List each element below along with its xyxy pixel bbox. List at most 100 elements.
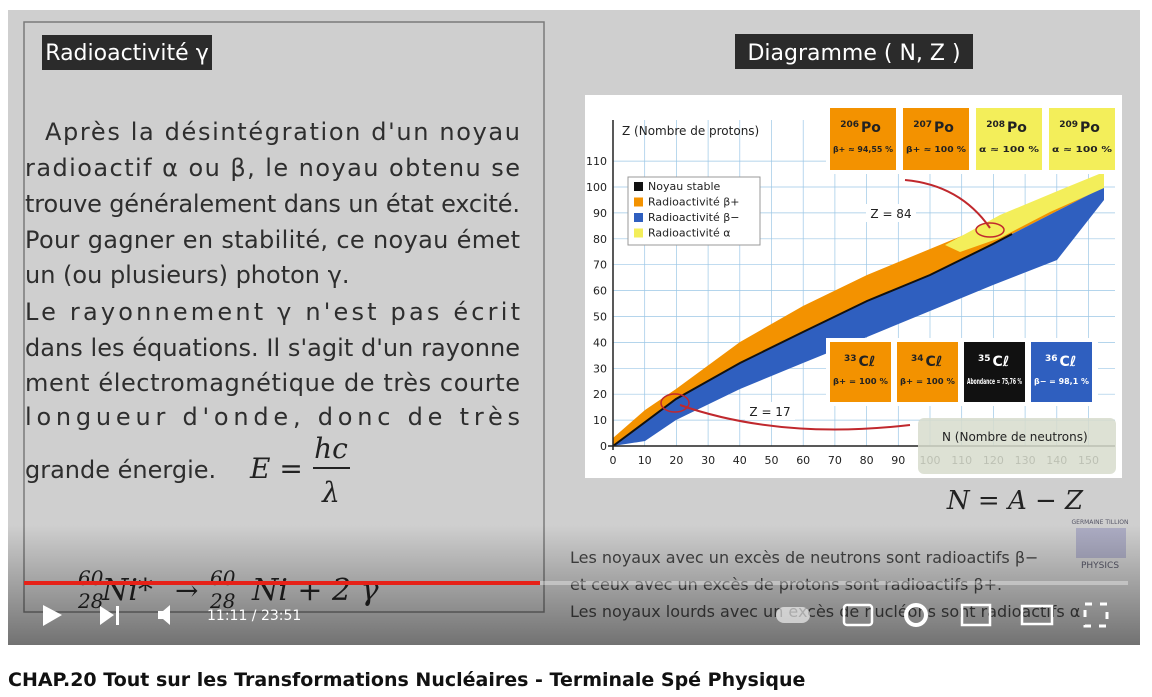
video-title: CHAP.20 Tout sur les Transformations Nuc…: [8, 669, 805, 691]
isotope-mass: 35: [978, 354, 991, 364]
annotation: Z = 84: [870, 207, 911, 221]
y-tick-label: 0: [600, 440, 607, 453]
y-tick-label: 70: [593, 259, 607, 272]
time-display: 11:11 / 23:51: [207, 608, 301, 624]
isotope-box: [830, 342, 891, 402]
alpha-band: [945, 172, 1104, 252]
y-tick-label: 30: [593, 362, 607, 375]
x-tick-label: 60: [796, 454, 810, 467]
autoplay-toggle[interactable]: [776, 607, 810, 623]
isotope-mass: 36: [1045, 354, 1058, 364]
energy-lhs: E =: [249, 452, 303, 485]
arrow: [679, 404, 911, 431]
progress-played[interactable]: [24, 581, 540, 585]
legend-swatch: [634, 213, 643, 222]
isotope-mass: 33: [844, 354, 857, 364]
x-tick-label: 40: [733, 454, 747, 467]
highlight: [975, 222, 1005, 238]
x-tick-label: 70: [828, 454, 842, 467]
legend-label: Radioactivité β−: [648, 211, 739, 224]
isotope-decay: β+ = 100 %: [900, 377, 955, 386]
annotation: Z = 17: [749, 405, 790, 419]
x-tick-label: 10: [638, 454, 652, 467]
x-tick-label: 80: [860, 454, 874, 467]
relation: N = A − Z: [946, 486, 1084, 516]
x-tick-label: 90: [891, 454, 905, 467]
progress-track[interactable]: [24, 581, 1128, 585]
isotope-decay: β+ = 100 %: [833, 377, 888, 386]
isotope-mass: 208: [986, 120, 1005, 130]
paragraph-line: ment électromagnétique de très courte: [25, 369, 520, 397]
isotope-symbol: Cℓ: [859, 354, 876, 370]
play-button[interactable]: [43, 605, 62, 626]
paragraph-line: trouve généralement dans un état excité.: [25, 190, 520, 218]
left-title: Radioactivité γ: [45, 41, 208, 66]
x-tick-label: 50: [765, 454, 779, 467]
stable-line: [612, 233, 1013, 447]
isotope-box: [964, 342, 1025, 402]
isotope-symbol: Po: [861, 120, 881, 136]
isotope-symbol: Po: [1007, 120, 1027, 136]
y-tick-label: 60: [593, 285, 607, 298]
isotope-box: [903, 108, 969, 170]
legend-swatch: [634, 197, 643, 207]
isotope-decay: α ≈ 100 %: [1052, 145, 1112, 154]
legend-label: Radioactivité β+: [648, 196, 739, 209]
y-tick-label: 10: [593, 414, 607, 427]
isotope-mass: 207: [913, 120, 932, 130]
energy-numerator: hc: [314, 432, 348, 465]
y-tick-label: 90: [593, 207, 607, 220]
isotope-symbol: Cℓ: [993, 354, 1010, 370]
isotope-decay: β+ ≈ 100 %: [906, 145, 966, 154]
y-tick-label: 110: [586, 155, 607, 168]
legend-label: Noyau stable: [648, 180, 721, 193]
annotation-box: [866, 204, 916, 222]
next-button[interactable]: [100, 606, 114, 625]
y-tick-label: 100: [586, 181, 607, 194]
legend: Noyau stable Radioactivité β+ Radioactivit…: [634, 180, 739, 240]
y-tick-label: 20: [593, 388, 607, 401]
y-tick-label: 40: [593, 336, 607, 349]
beta-minus-band: [613, 187, 1104, 446]
paragraph-line: Le rayonnement γ n'est pas écrit: [25, 298, 520, 326]
isotope-box: [1049, 108, 1115, 170]
isotope-decay: α ≈ 100 %: [979, 145, 1039, 154]
isotope-symbol: Po: [934, 120, 954, 136]
paragraph: Après la désintégration d'un noyau radioa…: [25, 118, 520, 484]
isotope-box: [1031, 342, 1092, 402]
volume-button[interactable]: [158, 605, 170, 625]
miniplayer-button[interactable]: [960, 603, 992, 627]
legend-swatch: [634, 228, 643, 238]
highlight: [660, 393, 690, 413]
annotation-box: [745, 402, 795, 420]
paragraph-line: grande énergie.: [25, 456, 216, 484]
isotope-box: [976, 108, 1042, 170]
captions-button[interactable]: [842, 603, 874, 627]
isotope-box: [897, 342, 958, 402]
isotope-symbol: Po: [1080, 120, 1100, 136]
paragraph-line: radioactif α ou β, le noyau obtenu se: [25, 154, 520, 182]
isotope-mass: 209: [1059, 120, 1078, 130]
x-tick-label: 0: [610, 454, 617, 467]
y-tick-label: 50: [593, 311, 607, 324]
energy-denominator: λ: [321, 476, 340, 509]
next-button[interactable]: [116, 606, 119, 625]
legend: [627, 176, 761, 246]
watermark: GERMAINE TILLION: [1072, 519, 1129, 526]
z-axis-label: Z (Nombre de protons): [622, 124, 759, 138]
paragraph-line: dans les équations. Il s'agit d'un rayon…: [25, 334, 520, 362]
isotope-decay: β− = 98,1 %: [1034, 377, 1089, 386]
paragraph-line: Pour gagner en stabilité, ce noyau émet: [25, 226, 520, 254]
settings-button[interactable]: [904, 603, 928, 627]
isotope-symbol: Cℓ: [926, 354, 943, 370]
theater-button[interactable]: [1020, 604, 1054, 626]
x-tick-label: 30: [701, 454, 715, 467]
paragraph-line: un (ou plusieurs) photon γ.: [25, 261, 349, 289]
y-tick-label: 80: [593, 233, 607, 246]
isotope-boxes: 206 Poβ+ ≈ 94,55 %207 Poβ+ ≈ 100 %208 Poα ≈…: [826, 104, 1122, 406]
title-box: [735, 34, 973, 69]
fullscreen-button[interactable]: [1083, 602, 1109, 628]
paragraph-line: longueur d'onde, donc de très: [25, 403, 520, 431]
n-axis-label: N (Nombre de neutrons): [942, 430, 1088, 444]
isotope-decay: Abondance ≈ 75,76 %: [967, 377, 1022, 386]
